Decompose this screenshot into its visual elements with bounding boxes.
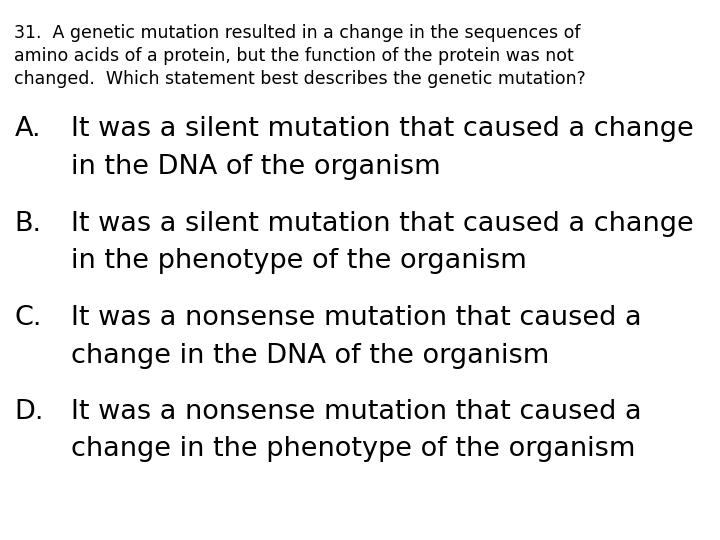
Text: It was a silent mutation that caused a change: It was a silent mutation that caused a c… <box>71 116 693 142</box>
Text: in the phenotype of the organism: in the phenotype of the organism <box>71 248 526 274</box>
Text: A.: A. <box>14 116 41 142</box>
Text: C.: C. <box>14 305 42 331</box>
Text: It was a nonsense mutation that caused a: It was a nonsense mutation that caused a <box>71 305 642 331</box>
Text: D.: D. <box>14 399 44 424</box>
Text: It was a silent mutation that caused a change: It was a silent mutation that caused a c… <box>71 211 693 237</box>
Text: B.: B. <box>14 211 42 237</box>
Text: It was a nonsense mutation that caused a: It was a nonsense mutation that caused a <box>71 399 642 424</box>
Text: change in the phenotype of the organism: change in the phenotype of the organism <box>71 436 635 462</box>
Text: change in the DNA of the organism: change in the DNA of the organism <box>71 343 549 369</box>
Text: 31.  A genetic mutation resulted in a change in the sequences of
amino acids of : 31. A genetic mutation resulted in a cha… <box>14 24 586 88</box>
Text: in the DNA of the organism: in the DNA of the organism <box>71 154 440 180</box>
